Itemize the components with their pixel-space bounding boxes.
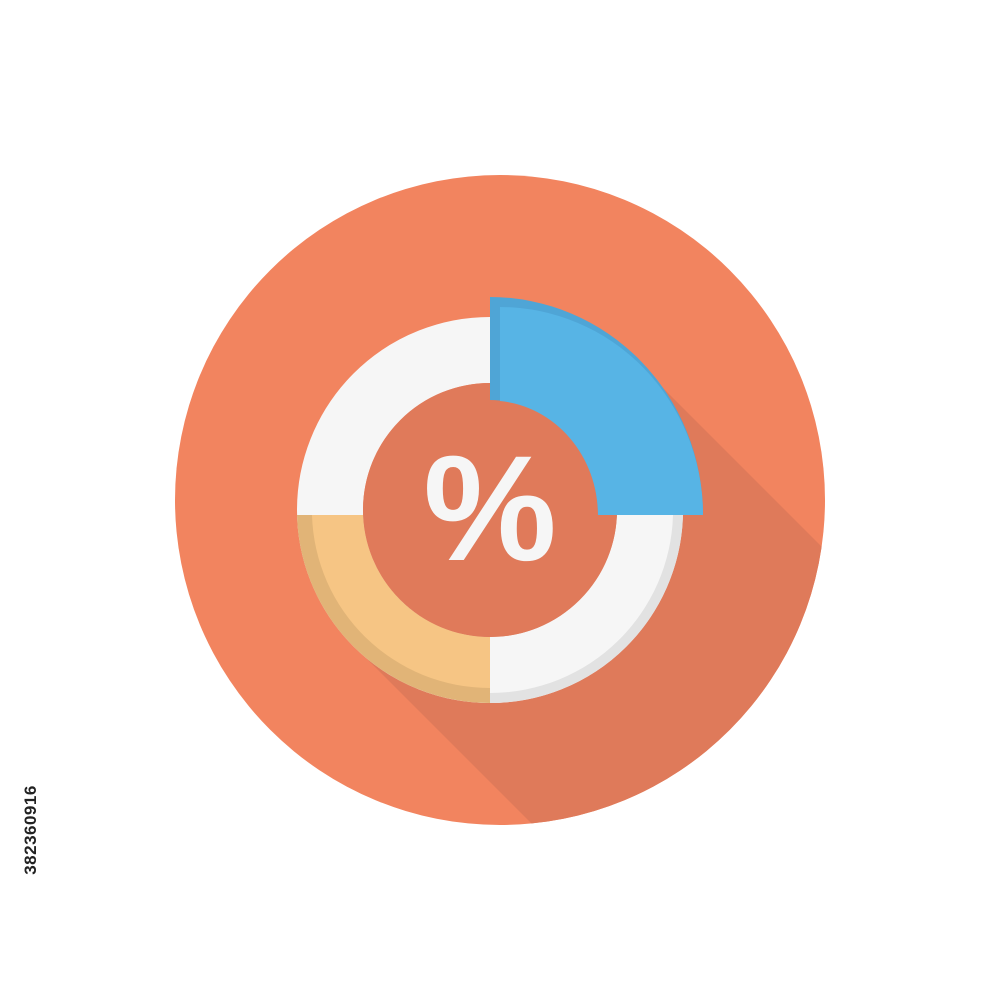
ring-shade [490,515,683,703]
inner-circle [363,383,617,637]
percent-symbol: % [423,424,556,592]
highlight-segment [500,307,703,515]
stock-id-label: 382360916 [21,785,40,875]
yellow-segment [312,515,490,688]
